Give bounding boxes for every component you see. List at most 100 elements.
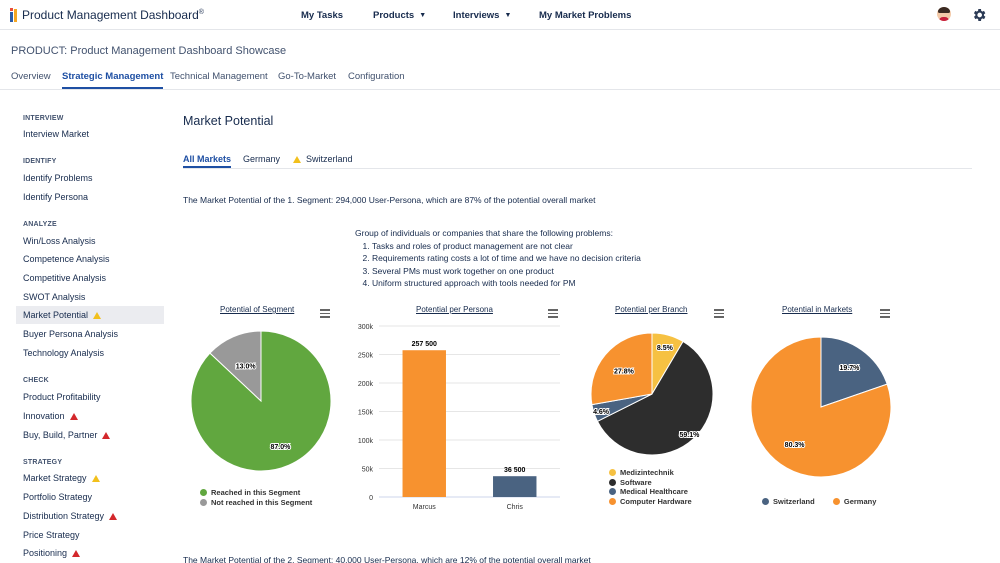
problem-item: Several PMs must work together on one pr… (372, 265, 641, 278)
logo-icon (10, 8, 21, 22)
pie-slice[interactable] (209, 330, 262, 403)
sidebar-item-buyer-persona-analysis[interactable]: Buyer Persona Analysis (23, 329, 119, 339)
nav-my-market-problems[interactable]: My Market Problems (539, 9, 632, 21)
y-tick-label: 0 (369, 495, 373, 502)
sidebar-heading-strategy: STRATEGY (23, 459, 63, 466)
section-title: Market Potential (183, 114, 274, 128)
alert-icon (102, 432, 111, 439)
warning-icon (91, 475, 100, 482)
sidebar-item-buy-build-partner[interactable]: Buy, Build, Partner (16, 426, 164, 444)
user-avatar[interactable] (937, 7, 951, 21)
bar[interactable] (402, 350, 446, 497)
pie-slice[interactable] (596, 340, 714, 456)
sidebar-item-price-strategy[interactable]: Price Strategy (23, 530, 80, 540)
sidebar-item-product-profitability[interactable]: Product Profitability (23, 392, 101, 402)
sidebar-item-distribution-strategy[interactable]: Distribution Strategy (16, 507, 164, 525)
sidebar-item-interview-market[interactable]: Interview Market (23, 129, 90, 139)
bar[interactable] (493, 476, 537, 497)
y-tick-label: 50k (362, 467, 374, 474)
sidebar-heading-check: CHECK (23, 377, 49, 384)
warning-icon (293, 156, 301, 163)
top-bar: Product Management Dashboard® My Tasks P… (0, 0, 1000, 30)
pie-value-label: 13.0% (236, 364, 257, 371)
legend-item[interactable]: Switzerland (762, 497, 815, 506)
tab-configuration[interactable]: Configuration (348, 71, 405, 82)
page-title: PRODUCT: Product Management Dashboard Sh… (11, 45, 287, 57)
pie-slice[interactable] (750, 336, 892, 478)
y-tick-label: 100k (358, 438, 374, 445)
tabs-divider (0, 89, 1000, 90)
sidebar-item-competence-analysis[interactable]: Competence Analysis (23, 254, 110, 264)
chart-title-persona: Potential per Persona (416, 305, 493, 314)
alert-icon (72, 550, 81, 557)
pie-chart-branch: 8.5% 59.1% 4.6% 27.8% (590, 332, 714, 456)
y-tick-label: 300k (358, 324, 374, 331)
legend-item[interactable]: Germany (832, 497, 876, 506)
tab-strategic-management[interactable]: Strategic Management (62, 71, 164, 89)
chart-title-markets: Potential in Markets (782, 305, 853, 314)
pie-value-label: 19.7% (839, 365, 860, 372)
legend-item[interactable]: Not reached in this Segment (200, 498, 312, 508)
sidebar-item-technology-analysis[interactable]: Technology Analysis (23, 348, 105, 358)
tab-go-to-market[interactable]: Go-To-Market (278, 71, 337, 82)
segment-2-summary: The Market Potential of the 2. Segment: … (183, 555, 591, 563)
chart-title-segment: Potential of Segment (220, 305, 295, 314)
gear-icon[interactable] (971, 7, 987, 23)
legend-markets: Switzerland Germany (762, 497, 876, 507)
y-tick-label: 250k (358, 353, 374, 360)
tab-switzerland[interactable]: Switzerland (293, 154, 353, 168)
y-tick-label: 200k (358, 381, 374, 388)
nav-my-tasks[interactable]: My Tasks (301, 9, 344, 21)
legend-dot (200, 498, 207, 506)
legend-branch: Medizintechnik Software Medical Healthca… (609, 468, 692, 506)
sidebar-item-market-potential[interactable]: Market Potential (16, 306, 164, 324)
problems-intro: Group of individuals or companies that s… (355, 228, 613, 238)
chart-menu-icon[interactable] (714, 309, 725, 318)
chevron-down-icon: ▼ (504, 11, 512, 19)
sidebar-item-win-loss-analysis[interactable]: Win/Loss Analysis (23, 236, 96, 246)
chart-menu-icon[interactable] (548, 309, 559, 318)
legend-dot (609, 469, 616, 476)
chevron-down-icon: ▼ (419, 11, 427, 19)
sidebar-item-positioning[interactable]: Positioning (16, 544, 164, 562)
pie-value-label: 87.0% (271, 444, 292, 451)
legend-dot (762, 498, 769, 505)
nav-interviews[interactable]: Interviews ▼ (453, 9, 512, 21)
legend-item[interactable]: Computer Hardware (609, 497, 692, 507)
sidebar-item-identify-problems[interactable]: Identify Problems (23, 173, 93, 183)
market-tabs: All Markets Germany Switzerland (183, 154, 972, 168)
tab-technical-management[interactable]: Technical Management (170, 71, 268, 82)
legend-dot (609, 497, 616, 505)
tab-all-markets[interactable]: All Markets (183, 154, 232, 168)
sidebar-item-innovation[interactable]: Innovation (16, 407, 164, 425)
sidebar-item-market-strategy[interactable]: Market Strategy (16, 469, 164, 487)
app-logo[interactable]: Product Management Dashboard® (10, 6, 204, 24)
problem-item: Uniform structured approach with tools n… (372, 277, 641, 290)
y-tick-label: 150k (358, 410, 374, 417)
chart-menu-icon[interactable] (880, 309, 891, 318)
legend-item[interactable]: Medical Healthcare (609, 487, 692, 497)
logo-text: Product Management Dashboard® (22, 8, 204, 22)
bar-chart-persona: 0 50k 100k 150k 200k 250k 300k 257 500 Marcus 36 … (358, 324, 560, 511)
main-tabs: Overview Strategic Management Technical … (11, 71, 1000, 89)
chart-menu-icon[interactable] (320, 309, 331, 318)
pie-slice[interactable] (590, 332, 653, 406)
legend-item[interactable]: Medizintechnik (609, 468, 692, 478)
sidebar: INTERVIEW Interview Market IDENTIFY Iden… (0, 90, 170, 563)
sidebar-item-competitive-analysis[interactable]: Competitive Analysis (23, 273, 107, 283)
sidebar-item-portfolio-strategy[interactable]: Portfolio Strategy (23, 492, 93, 502)
tab-germany[interactable]: Germany (243, 154, 281, 164)
problem-item: Tasks and roles of product management ar… (372, 240, 641, 253)
bar-value-label: 257 500 (412, 341, 437, 348)
legend-item[interactable]: Reached in this Segment (200, 488, 312, 498)
x-tick-label: Chris (507, 504, 524, 511)
pie-value-label: 59.1% (680, 432, 701, 439)
pie-value-label: 80.3% (785, 442, 806, 449)
nav-products[interactable]: Products ▼ (373, 9, 427, 21)
tab-overview[interactable]: Overview (11, 71, 51, 82)
legend-item[interactable]: Software (609, 478, 692, 488)
sidebar-item-swot-analysis[interactable]: SWOT Analysis (23, 292, 86, 302)
pie-value-label: 8.5% (657, 345, 674, 352)
sidebar-item-identify-persona[interactable]: Identify Persona (23, 192, 89, 202)
legend-dot (609, 488, 616, 495)
